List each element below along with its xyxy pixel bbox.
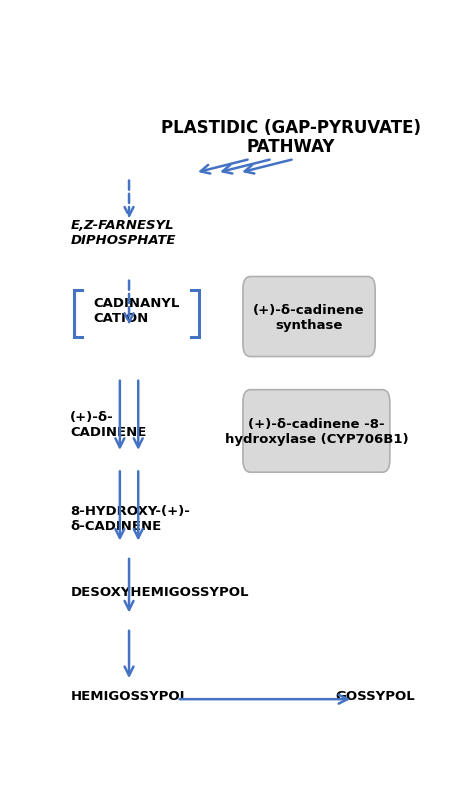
Text: GOSSYPOL: GOSSYPOL (336, 689, 416, 702)
Text: (+)-δ-cadinene -8-
hydroxylase (CYP706B1): (+)-δ-cadinene -8- hydroxylase (CYP706B1… (225, 418, 408, 445)
FancyBboxPatch shape (243, 277, 375, 357)
Text: DESOXYHEMIGOSSYPOL: DESOXYHEMIGOSSYPOL (70, 586, 249, 599)
FancyBboxPatch shape (243, 390, 390, 473)
Text: E,Z-FARNESYL
DIPHOSPHATE: E,Z-FARNESYL DIPHOSPHATE (70, 219, 176, 247)
Text: PLASTIDIC (GAP-PYRUVATE): PLASTIDIC (GAP-PYRUVATE) (161, 119, 421, 137)
Text: (+)-δ-cadinene
synthase: (+)-δ-cadinene synthase (253, 303, 365, 331)
Text: HEMIGOSSYPOL: HEMIGOSSYPOL (70, 689, 188, 702)
Text: (+)-δ-
CADINENE: (+)-δ- CADINENE (70, 411, 146, 439)
Text: 8-HYDROXY-(+)-
δ-CADINENE: 8-HYDROXY-(+)- δ-CADINENE (70, 504, 190, 533)
Text: CADINANYL
CATION: CADINANYL CATION (93, 297, 180, 325)
Text: PATHWAY: PATHWAY (246, 138, 335, 156)
